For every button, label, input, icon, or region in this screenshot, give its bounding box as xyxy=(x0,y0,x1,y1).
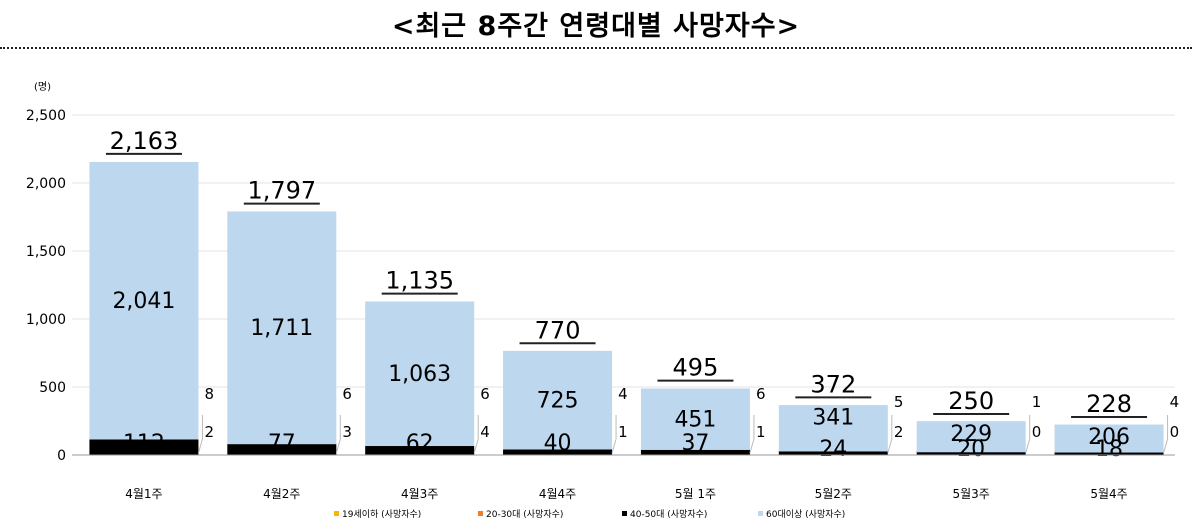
x-tick-label: 4월2주 xyxy=(263,487,300,501)
total-label: 250 xyxy=(948,387,994,415)
bar-60-plus xyxy=(778,405,888,452)
total-label: 1,135 xyxy=(385,267,454,295)
x-axis: 4월1주 4월2주 4월3주 4월4주 5월 1주 5월2주 5월3주 5월4주 xyxy=(72,454,1175,501)
value-label-60-plus: 229 xyxy=(950,422,992,447)
value-label-19-under: 6 xyxy=(756,385,766,403)
y-tick-label: 0 xyxy=(57,448,66,464)
x-tick-label: 4월4주 xyxy=(539,487,576,501)
value-label-20-30: 2 xyxy=(894,423,904,441)
title-divider xyxy=(0,47,1192,49)
value-label-40-50: 112 xyxy=(123,431,165,456)
value-label-19-under: 4 xyxy=(618,385,628,403)
bar-60-plus xyxy=(503,350,613,450)
leader-line xyxy=(887,415,893,454)
value-label-19-under: 6 xyxy=(480,385,490,403)
bar-60-plus xyxy=(1054,424,1164,453)
y-tick-label: 500 xyxy=(39,380,66,396)
x-tick-label: 5월 1주 xyxy=(675,487,716,501)
leader-line xyxy=(611,415,617,454)
value-label-40-50: 18 xyxy=(1095,437,1123,462)
y-tick-label: 1,000 xyxy=(26,312,66,328)
total-label: 372 xyxy=(810,370,856,398)
value-label-19-under: 6 xyxy=(342,385,352,403)
total-label: 1,797 xyxy=(247,177,316,205)
bar-60-plus xyxy=(916,421,1026,453)
value-label-19-under: 5 xyxy=(894,393,904,411)
chart-title: <최근 8주간 연령대별 사망자수> xyxy=(391,11,801,42)
leader-line xyxy=(1025,415,1031,454)
legend-label: 20-30대 (사망자수) xyxy=(486,509,563,520)
x-tick-label: 5월4주 xyxy=(1090,487,1127,501)
value-label-40-50: 37 xyxy=(681,431,709,456)
value-label-40-50: 40 xyxy=(544,431,572,456)
bar-40-50 xyxy=(1054,451,1164,455)
value-label-40-50: 20 xyxy=(957,437,985,462)
value-label-40-50: 24 xyxy=(819,437,847,462)
legend-swatch xyxy=(758,511,763,516)
value-label-60-plus: 1,711 xyxy=(250,316,313,341)
bar-40-50 xyxy=(89,439,199,455)
value-label-20-30: 0 xyxy=(1170,423,1180,441)
bars xyxy=(89,161,1164,455)
bar-60-plus xyxy=(365,301,475,447)
value-label-60-plus: 451 xyxy=(674,407,716,432)
y-axis-unit: (명) xyxy=(34,81,51,93)
bar-40-50 xyxy=(778,450,888,455)
value-label-20-30: 4 xyxy=(480,423,490,441)
x-tick-label: 5월2주 xyxy=(815,487,852,501)
leader-line xyxy=(197,415,203,454)
total-label: 495 xyxy=(673,354,719,382)
value-label-20-30: 1 xyxy=(618,423,628,441)
legend-swatch xyxy=(622,511,627,516)
value-label-20-30: 1 xyxy=(756,423,766,441)
x-tick-label: 4월3주 xyxy=(401,487,438,501)
total-label: 228 xyxy=(1086,390,1132,418)
data-labels: 2,1632,041112821,7971,71177631,1351,0636… xyxy=(105,127,1180,462)
y-tick-label: 1,500 xyxy=(26,244,66,260)
value-label-60-plus: 1,063 xyxy=(388,362,451,387)
leader-line xyxy=(473,415,479,454)
value-label-60-plus: 2,041 xyxy=(112,289,175,314)
bar-60-plus xyxy=(640,388,750,450)
value-label-19-under: 4 xyxy=(1170,393,1180,411)
value-label-20-30: 0 xyxy=(1032,423,1042,441)
bar-40-50 xyxy=(365,446,475,455)
legend-label: 19세이하 (사망자수) xyxy=(342,509,421,520)
leader-line xyxy=(749,415,755,454)
value-label-40-50: 77 xyxy=(268,431,296,456)
bar-40-50 xyxy=(916,451,1026,455)
legend: 19세이하 (사망자수) 20-30대 (사망자수) 40-50대 (사망자수) 60… xyxy=(334,509,845,520)
x-tick-label: 4월1주 xyxy=(125,487,162,501)
value-label-60-plus: 725 xyxy=(537,388,579,413)
bar-40-50 xyxy=(640,449,750,455)
x-tick-label: 5월3주 xyxy=(953,487,990,501)
value-label-19-under: 1 xyxy=(1032,393,1042,411)
value-label-20-30: 3 xyxy=(342,423,352,441)
legend-label: 40-50대 (사망자수) xyxy=(630,509,707,520)
value-label-20-30: 2 xyxy=(204,423,214,441)
bar-40-50 xyxy=(227,444,337,455)
legend-swatch xyxy=(478,511,483,516)
bar-60-plus xyxy=(89,161,199,440)
bar-40-50 xyxy=(503,449,613,455)
value-label-19-under: 8 xyxy=(204,385,214,403)
legend-label: 60대이상 (사망자수) xyxy=(766,509,845,520)
legend-swatch xyxy=(334,511,339,516)
bar-60-plus xyxy=(227,211,337,445)
leader-line xyxy=(335,415,341,454)
total-label: 2,163 xyxy=(110,127,179,155)
value-label-60-plus: 206 xyxy=(1088,425,1130,450)
leader-line xyxy=(1163,415,1169,454)
value-label-40-50: 62 xyxy=(406,431,434,456)
y-tick-label: 2,500 xyxy=(26,108,66,124)
y-axis: 0 500 1,000 1,500 2,000 2,500 xyxy=(26,108,66,464)
total-label: 770 xyxy=(535,316,581,344)
value-label-60-plus: 341 xyxy=(812,405,854,430)
y-tick-label: 2,000 xyxy=(26,176,66,192)
